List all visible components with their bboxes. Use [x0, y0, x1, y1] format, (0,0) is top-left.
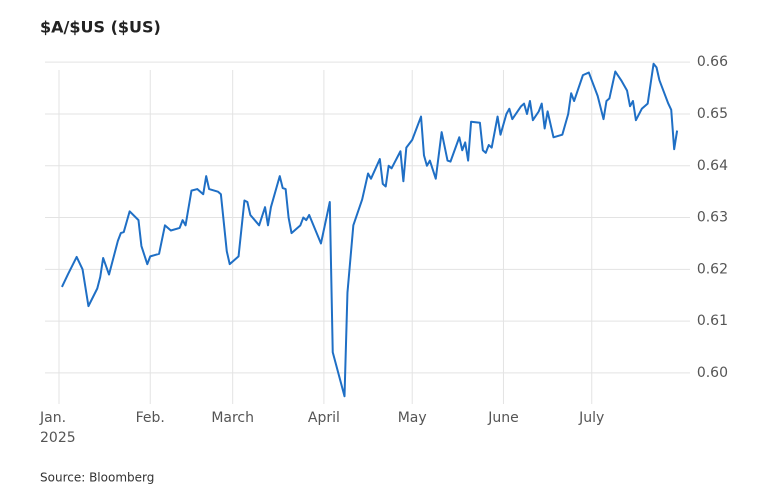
x-tick-label: July: [578, 410, 604, 426]
y-tick-label: 0.60: [697, 365, 728, 381]
y-tick-label: 0.66: [697, 54, 728, 70]
x-year-label: 2025: [40, 430, 76, 446]
y-tick-label: 0.62: [697, 261, 728, 277]
x-tick-label: Jan.: [39, 410, 66, 426]
source: Source: Bloomberg: [40, 471, 154, 485]
series-line: [61, 62, 679, 398]
chart-title: $A/$US ($US): [40, 18, 161, 37]
y-tick-label: 0.63: [697, 210, 728, 226]
x-tick-label: April: [308, 410, 340, 426]
x-tick-label: June: [487, 410, 519, 426]
y-tick-label: 0.64: [697, 158, 728, 174]
y-tick-label: 0.65: [697, 106, 728, 122]
x-tick-label: May: [398, 410, 427, 426]
y-tick-label: 0.61: [697, 313, 728, 329]
x-tick-label: March: [211, 410, 254, 426]
x-tick-label: Feb.: [136, 410, 165, 426]
